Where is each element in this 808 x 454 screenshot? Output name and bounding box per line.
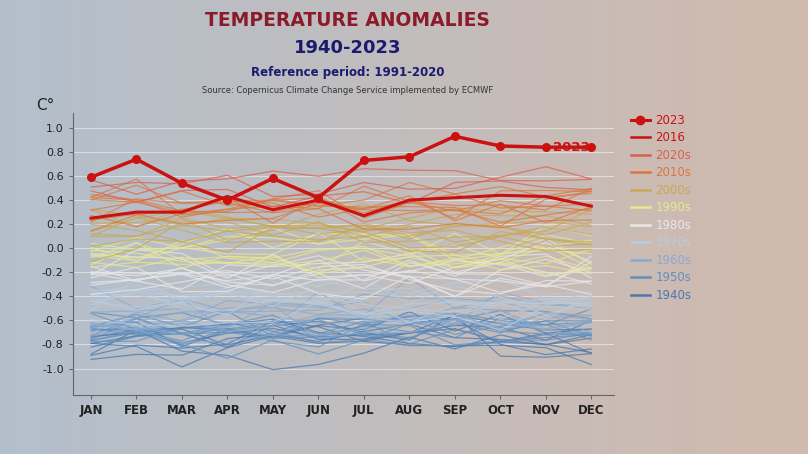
- Text: Reference period: 1991-2020: Reference period: 1991-2020: [250, 66, 444, 79]
- Text: 2023: 2023: [553, 141, 589, 154]
- Text: TEMPERATURE ANOMALIES: TEMPERATURE ANOMALIES: [205, 11, 490, 30]
- Text: Source: Copernicus Climate Change Service implemented by ECMWF: Source: Copernicus Climate Change Servic…: [202, 86, 493, 95]
- Y-axis label: C°: C°: [36, 99, 55, 114]
- Legend: 2023, 2016, 2020s, 2010s, 2000s, 1990s, 1980s, 1970s, 1960s, 1950s, 1940s: 2023, 2016, 2020s, 2010s, 2000s, 1990s, …: [631, 114, 692, 301]
- Text: 1940-2023: 1940-2023: [293, 39, 402, 57]
